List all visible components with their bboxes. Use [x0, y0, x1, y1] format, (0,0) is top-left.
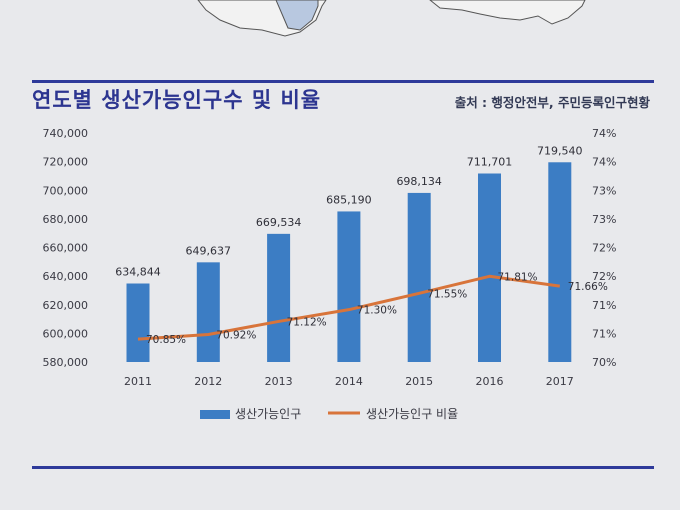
x-tick-label: 2012	[194, 375, 222, 388]
x-tick-label: 2013	[265, 375, 293, 388]
bar	[478, 173, 501, 362]
ratio-value-label: 70.85%	[146, 334, 186, 346]
map-fragment-image	[197, 0, 586, 37]
right-tick-label: 74%	[592, 156, 616, 169]
legend-bar-swatch	[200, 410, 230, 419]
ratio-value-label: 71.30%	[357, 305, 397, 317]
legend: 생산가능인구 생산가능인구 비율	[200, 407, 458, 421]
left-tick-label: 680,000	[43, 213, 89, 226]
right-tick-label: 71%	[592, 327, 616, 340]
bar-value-label: 719,540	[537, 144, 583, 157]
bar	[267, 233, 291, 362]
x-tick-label: 2015	[405, 375, 433, 388]
left-tick-label: 740,000	[43, 127, 89, 140]
ratio-value-label: 71.55%	[427, 288, 467, 300]
footer-rule	[32, 466, 654, 469]
legend-line-label: 생산가능인구 비율	[366, 407, 458, 421]
bar-value-label: 649,637	[186, 244, 232, 257]
ratio-value-label: 70.92%	[216, 330, 256, 342]
left-tick-label: 720,000	[43, 156, 89, 169]
bar-value-labels: 634,844 649,637 669,534 685,190 698,134 711,7…	[115, 144, 582, 278]
x-axis: 2011 2012 2013 2014 2015 2016 2017	[124, 375, 574, 388]
bar-value-label: 698,134	[396, 175, 442, 188]
left-tick-label: 620,000	[43, 299, 89, 312]
bar-value-label: 634,844	[115, 266, 161, 279]
legend-bar-label: 생산가능인구	[235, 407, 301, 421]
bar-series	[126, 162, 572, 362]
bar	[196, 262, 220, 362]
right-tick-label: 73%	[592, 184, 616, 197]
line-series: 70.85% 70.92% 71.12% 71.30% 71.55% 71.81% 71.6…	[137, 271, 608, 346]
ratio-line	[137, 274, 561, 341]
left-tick-label: 700,000	[43, 184, 89, 197]
x-tick-label: 2011	[124, 375, 152, 388]
left-axis: 740,000 720,000 700,000 680,000 660,000 640,0…	[43, 127, 89, 369]
ratio-value-label: 71.81%	[498, 271, 538, 283]
bar	[337, 211, 361, 362]
bar-value-label: 669,534	[256, 216, 302, 229]
left-tick-label: 640,000	[43, 270, 89, 283]
bar	[126, 283, 150, 362]
right-tick-label: 72%	[592, 270, 616, 283]
bar	[407, 192, 431, 362]
right-tick-label: 70%	[592, 356, 616, 369]
right-tick-label: 71%	[592, 299, 616, 312]
right-axis: 74% 74% 73% 73% 72% 72% 71% 71% 70%	[592, 127, 616, 369]
x-tick-label: 2016	[476, 375, 504, 388]
ratio-value-label: 71.66%	[568, 281, 608, 293]
ratio-value-label: 71.12%	[287, 316, 327, 328]
right-tick-label: 73%	[592, 213, 616, 226]
left-tick-label: 660,000	[43, 242, 89, 255]
source-note: 출처 : 행정안전부, 주민등록인구현황	[454, 95, 650, 110]
x-tick-label: 2017	[546, 375, 574, 388]
x-tick-label: 2014	[335, 375, 363, 388]
bar	[548, 162, 572, 362]
left-tick-label: 600,000	[43, 327, 89, 340]
right-tick-label: 74%	[592, 127, 616, 140]
right-tick-label: 72%	[592, 242, 616, 255]
bar-value-label: 711,701	[467, 156, 513, 169]
bar-value-label: 685,190	[326, 193, 372, 206]
header-rule	[32, 80, 654, 83]
chart-title: 연도별 생산가능인구수 및 비율	[32, 88, 322, 112]
left-tick-label: 580,000	[43, 356, 89, 369]
